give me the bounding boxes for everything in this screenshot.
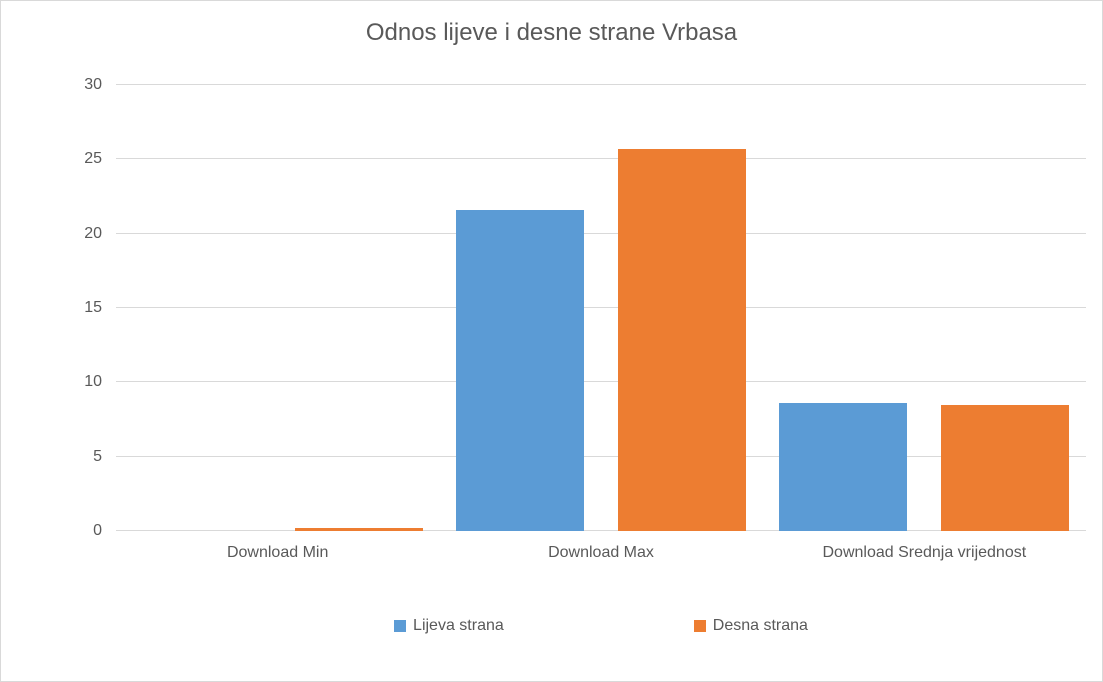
bar-groups — [116, 85, 1086, 531]
chart-title: Odnos lijeve i desne strane Vrbasa — [365, 19, 738, 46]
gridline — [116, 455, 1086, 457]
legend-swatch-desna-strana — [693, 620, 706, 632]
gridline — [116, 84, 1086, 85]
category-label: Download Srednja vrijednost — [822, 544, 1027, 561]
y-tick-label: 15 — [84, 299, 102, 316]
category-label: Download Min — [226, 544, 329, 561]
gridline — [116, 381, 1086, 383]
gridline — [116, 307, 1086, 308]
bar-group-download-srednja-vrijednost — [763, 85, 1086, 531]
bar-desna-strana — [941, 405, 1070, 531]
y-tick-label: 10 — [84, 373, 102, 391]
category-label: Download Max — [548, 544, 654, 561]
y-tick-label: 5 — [93, 447, 102, 465]
bar-group-download-max — [439, 85, 762, 531]
legend: Lijeva strana Desna strana — [116, 617, 1086, 635]
y-tick-label: 20 — [84, 224, 102, 242]
gridline — [116, 158, 1086, 160]
legend-label: Lijeva strana — [413, 617, 504, 634]
bar-lijeva-strana — [455, 209, 584, 531]
gridline — [116, 530, 1086, 531]
legend-item-desna-strana: Desna strana — [693, 617, 808, 635]
category-axis: Download Min Download Max Download Srednja… — [116, 544, 1086, 562]
legend-label: Desna strana — [712, 617, 808, 634]
bar-group-download-min — [116, 85, 439, 531]
y-tick-label: 30 — [84, 76, 102, 93]
bar-desna-strana — [617, 148, 746, 531]
bar-lijeva-strana — [779, 403, 908, 531]
legend-swatch-lijeva-strana — [394, 620, 407, 632]
bar-desna-strana — [294, 528, 423, 531]
plot-area: 0 5 10 15 20 25 30 — [84, 76, 1086, 539]
legend-item-lijeva-strana: Lijeva strana — [394, 617, 504, 635]
y-tick-label: 0 — [93, 522, 102, 539]
y-tick-label: 25 — [84, 150, 102, 168]
gridline — [116, 232, 1086, 234]
